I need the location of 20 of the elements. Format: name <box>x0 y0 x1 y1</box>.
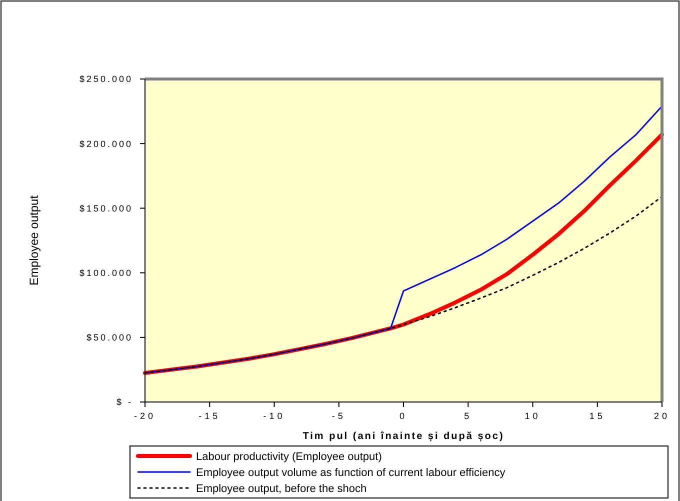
x-tick-label: 0 <box>399 411 408 421</box>
x-axis-title: Tim pul (ani înainte și după șoc) <box>302 431 504 442</box>
y-tick-label: $50.000 <box>86 332 133 343</box>
x-tick-label: -15 <box>198 411 221 421</box>
x-tick-label: 10 <box>524 411 541 421</box>
legend-label: Labour productivity (Employee output) <box>196 450 382 463</box>
x-tick-label: 15 <box>589 411 606 421</box>
x-tick-label: 20 <box>654 411 670 421</box>
y-tick-label: $250.000 <box>79 74 133 84</box>
y-tick-label: $150.000 <box>79 203 133 214</box>
x-tick-label: -10 <box>263 411 286 421</box>
x-tick-label: -5 <box>332 411 346 421</box>
y-axis-title: Employee output <box>27 194 41 286</box>
legend-label: Employee output volume as function of current labour efficiency <box>196 466 506 479</box>
legend-label: Employee output, before the shoch <box>196 482 367 495</box>
y-tick-label: $200.000 <box>79 138 133 149</box>
y-tick-label: $100.000 <box>79 268 133 278</box>
x-tick-label: -20 <box>134 411 156 421</box>
y-tick-label: $ - <box>116 397 133 408</box>
x-tick-label: 5 <box>464 411 472 421</box>
